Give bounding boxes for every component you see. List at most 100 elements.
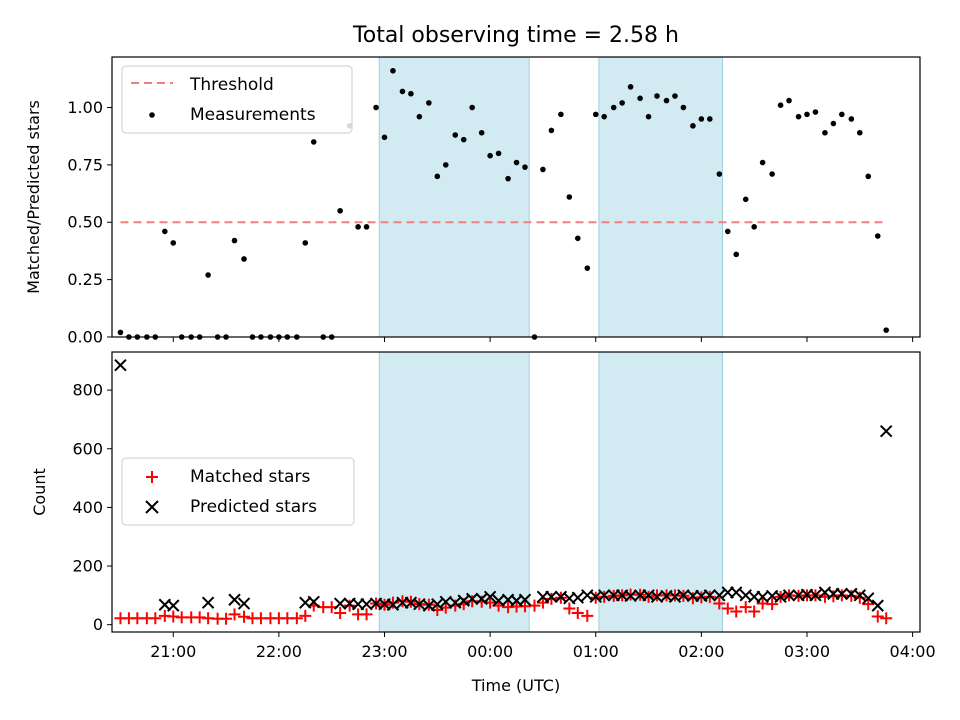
measurement-point <box>883 327 890 333</box>
measurement-point <box>601 113 607 120</box>
chart-title: Total observing time = 2.58 h <box>352 23 679 48</box>
count-panel-x-ticks: 21:00 22:00 23:00 00:00 01:00 02:00 03:00 04:00 <box>150 632 936 661</box>
predicted-star-point <box>201 596 215 609</box>
shaded-interval-1 <box>378 56 530 338</box>
predicted-star-point <box>730 586 743 599</box>
ratio-panel-y-ticks: 0.00 0.25 0.50 0.75 1.00 <box>67 98 112 347</box>
x-tick-label: 01:00 <box>573 642 619 661</box>
measurement-point <box>487 152 493 159</box>
measurement-point <box>822 129 828 136</box>
measurement-point <box>381 134 388 141</box>
measurement-point <box>839 111 845 118</box>
count-panel: 0 200 400 600 800 21:00 22:00 23:00 00:00 01:00 0… <box>30 351 936 695</box>
measurement-point <box>848 116 855 122</box>
measurement-point <box>452 132 459 138</box>
measurement-point <box>574 235 581 242</box>
ratio-panel-frame <box>111 56 921 338</box>
matched-star-point <box>343 599 356 612</box>
matched-star-point <box>581 609 594 622</box>
measurement-point <box>522 164 528 170</box>
predicted-star-point <box>677 589 690 602</box>
measurement-point <box>469 104 475 111</box>
matched-star-point <box>545 592 558 605</box>
measurement-point <box>690 123 696 129</box>
ratio-panel-x-ticks <box>172 337 914 342</box>
matched-star-point <box>290 612 303 625</box>
measurement-point <box>637 95 643 102</box>
measurement-point <box>707 116 713 122</box>
x-axis-label: Time (UTC) <box>471 676 560 695</box>
measurement-point <box>162 228 168 235</box>
matched-star-point <box>845 589 858 602</box>
measurement-point <box>812 109 819 115</box>
shaded-interval-2 <box>598 56 723 338</box>
matched-star-point <box>536 596 549 609</box>
matched-star-point <box>730 605 743 618</box>
measurement-point <box>231 237 238 244</box>
count-panel-shades <box>378 351 723 633</box>
measurement-point <box>540 166 546 173</box>
y-tick-label: 1.00 <box>67 98 103 117</box>
predicted-star-point <box>237 597 251 610</box>
measurement-point <box>434 173 441 180</box>
measurement-point <box>663 97 670 104</box>
predicted-star-point <box>465 592 479 606</box>
predicted-star-point <box>871 599 884 612</box>
measurement-point <box>724 228 731 235</box>
measurement-point <box>680 104 687 111</box>
y-tick-label: 0.00 <box>67 328 103 347</box>
count-panel-legend: Matched stars Predicted stars <box>121 457 355 526</box>
measurement-point <box>399 88 406 95</box>
predicted-star-point <box>307 595 320 609</box>
predicted-star-point <box>386 598 400 611</box>
matched-star-point <box>713 597 726 610</box>
count-panel-data <box>114 358 893 625</box>
predicted-star-point <box>597 589 611 602</box>
predicted-star-point <box>360 597 373 611</box>
measurement-point <box>363 224 370 230</box>
measurement-point <box>786 97 792 104</box>
measurement-point <box>698 116 705 122</box>
predicted-star-point <box>703 589 717 602</box>
predicted-star-point <box>835 587 849 601</box>
measurement-point <box>558 111 564 118</box>
measurement-point <box>716 171 723 177</box>
threshold-legend-label: Threshold <box>189 75 274 95</box>
measurement-point <box>733 251 740 258</box>
measurement-point <box>804 111 810 118</box>
measurement-point <box>769 171 775 177</box>
y-tick-label: 600 <box>72 439 103 458</box>
ratio-panel-legend: Threshold Measurements <box>121 65 353 134</box>
matched-star-point <box>739 601 752 614</box>
measurement-point <box>865 173 872 180</box>
measurement-point <box>777 102 784 108</box>
measurement-point <box>408 90 414 97</box>
measurement-point <box>548 127 555 134</box>
matched-star-point <box>528 599 541 612</box>
measurement-point <box>505 175 511 182</box>
y-tick-label: 0.25 <box>67 270 103 289</box>
predicted-star-point <box>624 589 637 603</box>
predicted-star-point <box>782 589 796 602</box>
predicted-star-point <box>333 597 347 610</box>
measurement-point <box>460 136 467 143</box>
ratio-panel-shades <box>378 56 723 338</box>
matched-star-point <box>386 596 399 609</box>
matched-star-point <box>238 610 251 623</box>
predicted-star-point <box>518 593 532 606</box>
count-panel-frame <box>111 351 921 633</box>
measurement-point <box>584 265 591 271</box>
predicted-star-point <box>228 593 241 606</box>
count-panel-y-label: Count <box>30 468 49 516</box>
measurement-point <box>241 256 247 262</box>
measurement-point <box>566 194 573 200</box>
x-tick-label: 03:00 <box>784 642 830 661</box>
matched-star-point <box>299 609 312 622</box>
measurement-point <box>495 150 502 157</box>
y-tick-label: 400 <box>72 498 103 517</box>
measurement-point <box>856 129 863 136</box>
predicted-star-point <box>571 591 584 604</box>
measurement-point <box>751 224 757 230</box>
y-tick-label: 800 <box>72 381 103 400</box>
